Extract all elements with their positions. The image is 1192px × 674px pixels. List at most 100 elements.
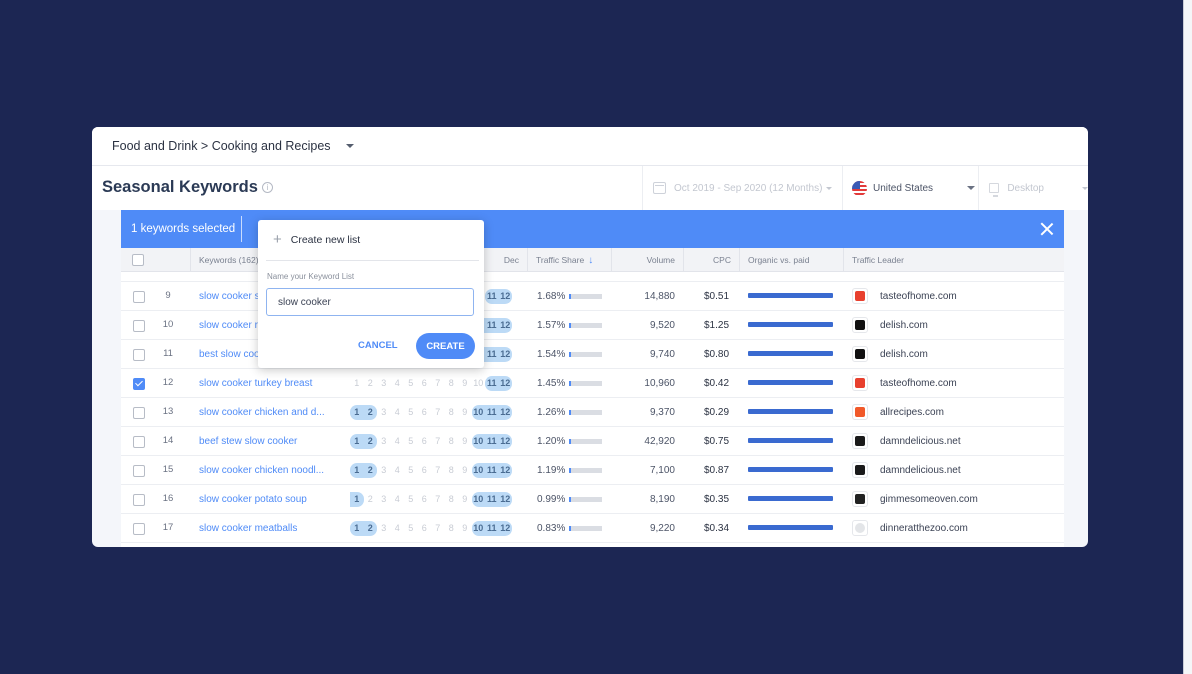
traffic-leader-domain[interactable]: delish.com: [880, 320, 928, 331]
month-cell: 7: [435, 523, 441, 533]
month-cell: 12: [498, 521, 512, 536]
row-checkbox[interactable]: [133, 378, 145, 390]
column-volume[interactable]: Volume: [611, 248, 683, 272]
cancel-button[interactable]: CANCEL: [358, 340, 398, 351]
month-cell: 6: [421, 465, 427, 475]
traffic-leader-domain[interactable]: damndelicious.net: [880, 436, 961, 447]
volume-value: 42,920: [644, 436, 675, 447]
month-cell: 3: [381, 378, 387, 388]
keywords-table: 1 keywords selected Keywords (162) Dec T…: [121, 210, 1064, 547]
month-cell: 12: [498, 347, 512, 362]
column-traffic-leader[interactable]: Traffic Leader: [843, 248, 1064, 272]
list-name-input[interactable]: [266, 288, 474, 316]
select-all-checkbox[interactable]: [132, 254, 144, 266]
month-cell: 9: [462, 407, 468, 417]
create-button[interactable]: CREATE: [416, 333, 475, 359]
column-dec[interactable]: Dec: [503, 255, 519, 265]
row-checkbox[interactable]: [133, 436, 145, 448]
device-filter[interactable]: Desktop: [978, 166, 1088, 210]
date-range-value: Oct 2019 - Sep 2020 (12 Months): [674, 182, 823, 194]
traffic-share-value: 1.26%: [537, 407, 566, 418]
row-checkbox[interactable]: [133, 523, 145, 535]
table-row: 17 slow cooker meatballs 1 2 3 4 5 6 7 8 9 10 11 12 0.…: [121, 514, 1064, 543]
month-cell: 3: [381, 407, 387, 417]
traffic-leader-domain[interactable]: damndelicious.net: [880, 465, 961, 476]
close-selection-button[interactable]: [1038, 220, 1056, 238]
date-range-filter[interactable]: Oct 2019 - Sep 2020 (12 Months): [642, 166, 842, 210]
organic-vs-paid-bar: [748, 467, 833, 472]
keyword-link[interactable]: slow cooker potato soup: [199, 494, 307, 505]
traffic-share-bar: [569, 526, 602, 531]
traffic-leader-domain[interactable]: allrecipes.com: [880, 407, 944, 418]
row-checkbox[interactable]: [133, 494, 145, 506]
row-checkbox[interactable]: [133, 349, 145, 361]
column-cpc[interactable]: CPC: [683, 248, 739, 272]
month-cell: 11: [485, 492, 499, 507]
month-cell: 1: [350, 405, 364, 420]
column-traffic-share[interactable]: Traffic Share ↓: [527, 248, 611, 272]
month-cell: 12: [498, 463, 512, 478]
tasteofhome-logo-icon: [852, 375, 868, 391]
breadcrumb[interactable]: Food and Drink > Cooking and Recipes: [112, 139, 331, 153]
column-keywords[interactable]: Keywords (162): [190, 248, 350, 272]
month-cell: 10: [473, 378, 484, 388]
create-new-list-button[interactable]: + Create new list: [273, 232, 361, 247]
month-cell: 8: [448, 378, 454, 388]
month-cell: 2: [367, 494, 373, 504]
month-cell: 1: [354, 378, 360, 388]
keyword-link[interactable]: slow cooker meatballs: [199, 523, 298, 534]
month-cell: 9: [462, 378, 468, 388]
keyword-link[interactable]: slow cooker chicken noodl...: [199, 465, 325, 476]
month-cell: 2: [363, 405, 377, 420]
keyword-link[interactable]: slow cooker s...: [199, 291, 268, 302]
month-cell: 4: [394, 407, 400, 417]
table-row: 14 beef stew slow cooker 1 2 3 4 5 6 7 8 9 10 11 12 1.…: [121, 427, 1064, 456]
organic-vs-paid-bar: [748, 409, 833, 414]
row-number: 15: [162, 464, 174, 475]
traffic-leader-domain[interactable]: tasteofhome.com: [880, 291, 957, 302]
organic-vs-paid-bar: [748, 380, 833, 385]
traffic-share-bar: [569, 410, 602, 415]
volume-value: 8,190: [649, 494, 675, 505]
traffic-share-label: Traffic Share: [536, 255, 585, 265]
keyword-link[interactable]: beef stew slow cooker: [199, 436, 298, 447]
month-cell: 11: [485, 405, 499, 420]
column-organic-vs-paid[interactable]: Organic vs. paid: [739, 248, 843, 272]
row-checkbox[interactable]: [133, 291, 145, 303]
traffic-leader-domain[interactable]: delish.com: [880, 349, 928, 360]
traffic-leader-domain[interactable]: gimmesomeoven.com: [880, 494, 978, 505]
traffic-share-bar: [569, 497, 602, 502]
tasteofhome-logo-icon: [852, 288, 868, 304]
row-checkbox[interactable]: [133, 407, 145, 419]
chevron-down-icon[interactable]: [345, 144, 354, 148]
info-icon[interactable]: i: [262, 182, 273, 193]
month-cell: 9: [462, 494, 468, 504]
month-cell: 10: [471, 521, 485, 536]
keyword-link[interactable]: slow cooker r...: [199, 320, 266, 331]
traffic-leader-domain[interactable]: tasteofhome.com: [880, 378, 957, 389]
month-cell: 2: [367, 378, 373, 388]
row-checkbox[interactable]: [133, 465, 145, 477]
country-filter[interactable]: United States: [842, 166, 978, 210]
organic-vs-paid-bar: [748, 293, 833, 298]
us-flag-icon: [852, 180, 867, 196]
keyword-link[interactable]: slow cooker chicken and d...: [199, 407, 325, 418]
traffic-leader-domain[interactable]: dinneratthezoo.com: [880, 523, 968, 534]
cpc-value: $1.25: [704, 320, 730, 331]
gimmesomeoven-logo-icon: [852, 491, 868, 507]
month-cell: 4: [394, 436, 400, 446]
traffic-share-value: 0.83%: [537, 523, 566, 534]
chevron-down-icon: [1082, 186, 1088, 190]
adjacent-window-edge: [1183, 0, 1192, 674]
month-cell: 1: [350, 521, 364, 536]
month-cell: 7: [435, 407, 441, 417]
month-cell: 12: [498, 318, 512, 333]
keyword-link[interactable]: best slow coo...: [199, 349, 268, 360]
traffic-share-value: 1.57%: [537, 320, 566, 331]
keyword-link[interactable]: slow cooker turkey breast: [199, 378, 313, 389]
row-checkbox[interactable]: [133, 320, 145, 332]
title-bar: Seasonal Keywords i Oct 2019 - Sep 2020 …: [92, 166, 1088, 210]
allrecipes-logo-icon: [852, 404, 868, 420]
month-cell: 8: [448, 436, 454, 446]
create-new-list-label: Create new list: [290, 234, 361, 246]
